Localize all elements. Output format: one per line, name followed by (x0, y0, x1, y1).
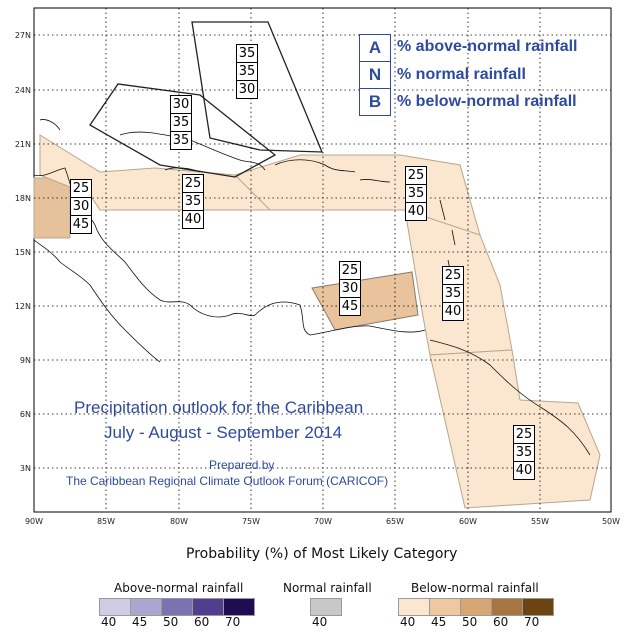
lat-tick-label: 21N (15, 140, 31, 149)
prob-normal: 35 (513, 443, 535, 462)
prob-below: 35 (170, 131, 192, 150)
outlook-title: Precipitation outlook for the Caribbean (74, 398, 364, 417)
prob-normal: 35 (182, 192, 204, 211)
coastlines (33, 119, 591, 456)
legend-below-swatch (460, 598, 492, 616)
lat-tick-label: 12N (15, 302, 31, 311)
legend-above-value: 60 (194, 615, 210, 629)
lat-tick-label: 9N (20, 356, 31, 365)
legend-below-swatch (522, 598, 554, 616)
region-abc-fill (311, 271, 419, 331)
prob-above: 25 (442, 266, 464, 285)
lon-tick-label: 65W (386, 517, 404, 526)
legend-below-swatch (429, 598, 461, 616)
legend-normal-label: Normal rainfall (283, 581, 372, 595)
prob-above: 25 (70, 179, 92, 198)
legend-above-value: 40 (101, 615, 117, 629)
lon-tick-label: 70W (314, 517, 332, 526)
legend-above-value: 50 (163, 615, 179, 629)
outlook-period: July - August - September 2014 (104, 423, 343, 442)
prob-below: 40 (442, 302, 464, 321)
prob-normal: 35 (170, 113, 192, 132)
legend-above-swatch (99, 598, 131, 616)
prob-bahamas: 35 35 30 (236, 44, 258, 99)
lat-tick-label: 27N (15, 31, 31, 40)
legend-below-value: 45 (431, 615, 447, 629)
prob-below: 30 (236, 80, 258, 99)
legend-heading: Probability (%) of Most Likely Category (186, 546, 458, 562)
lon-tick-label: 90W (25, 517, 43, 526)
legend-above-label: Above-normal rainfall (114, 581, 244, 595)
legend-below-value: 70 (524, 615, 540, 629)
prob-above: 25 (513, 425, 535, 444)
prob-normal: 35 (442, 284, 464, 303)
prob-above: 25 (182, 174, 204, 193)
key-a-box: A (359, 34, 391, 62)
legend-below-swatch (491, 598, 523, 616)
legend-below-value: 50 (462, 615, 478, 629)
lon-tick-label: 75W (242, 517, 260, 526)
key-b-box: B (359, 88, 391, 116)
lon-tick-label: 55W (531, 517, 549, 526)
key-a-text: % above-normal rainfall (397, 38, 578, 55)
legend-normal-value: 40 (312, 615, 328, 629)
legend-above-swatch (161, 598, 193, 616)
lat-tick-label: 18N (15, 194, 31, 203)
legend-below-value: 40 (400, 615, 416, 629)
key-b-text: % below-normal rainfall (397, 93, 577, 110)
prob-below: 40 (405, 202, 427, 221)
legend-above-swatch (223, 598, 255, 616)
prob-normal: 30 (70, 197, 92, 216)
prob-below: 40 (513, 461, 535, 480)
region-bahamas-outline (191, 21, 323, 153)
prob-hispaniola: 25 35 40 (405, 166, 427, 221)
lat-tick-label: 15N (15, 248, 31, 257)
prob-normal: 30 (339, 279, 361, 298)
lat-tick-label: 24N (15, 86, 31, 95)
legend-above-swatch (192, 598, 224, 616)
legend-below-swatch (398, 598, 430, 616)
region-cuba-outline (89, 83, 277, 178)
key-n-text: % normal rainfall (397, 66, 526, 83)
legend-normal-swatch (310, 598, 342, 616)
prob-above: 25 (339, 261, 361, 280)
prob-below: 45 (339, 297, 361, 316)
legend-above-value: 45 (132, 615, 148, 629)
prob-belize: 25 30 45 (70, 179, 92, 234)
lat-lon-grid (34, 8, 611, 512)
prob-guianas: 25 35 40 (513, 425, 535, 480)
prob-above: 30 (170, 95, 192, 114)
prob-abc-islands: 25 30 45 (339, 261, 361, 316)
legend-below-label: Below-normal rainfall (411, 581, 539, 595)
lon-tick-label: 85W (97, 517, 115, 526)
prob-jamaica: 25 35 40 (182, 174, 204, 229)
lon-tick-label: 80W (170, 517, 188, 526)
prob-below: 45 (70, 215, 92, 234)
lon-tick-label: 60W (459, 517, 477, 526)
prob-above: 25 (405, 166, 427, 185)
legend-above-swatch (130, 598, 162, 616)
prob-normal: 35 (405, 184, 427, 203)
region-belize-fill (33, 177, 71, 239)
prob-normal: 35 (236, 62, 258, 81)
lon-tick-label: 50W (602, 517, 620, 526)
prob-cuba: 30 35 35 (170, 95, 192, 150)
lat-tick-label: 6N (20, 410, 31, 419)
key-n-box: N (359, 61, 391, 89)
organization: The Caribbean Regional Climate Outlook F… (66, 474, 389, 488)
prob-above: 35 (236, 44, 258, 63)
lat-tick-label: 3N (20, 464, 31, 473)
prepared-by: Prepared by (209, 458, 275, 472)
prob-eastern-caribbean: 25 35 40 (442, 266, 464, 321)
legend-above-value: 70 (225, 615, 241, 629)
axis-ticks: 27N 24N 21N 18N 15N 12N 9N 6N 3N 90W 85W 80W 75W 70W 6… (15, 31, 620, 526)
legend-below-value: 60 (493, 615, 509, 629)
prob-below: 40 (182, 210, 204, 229)
